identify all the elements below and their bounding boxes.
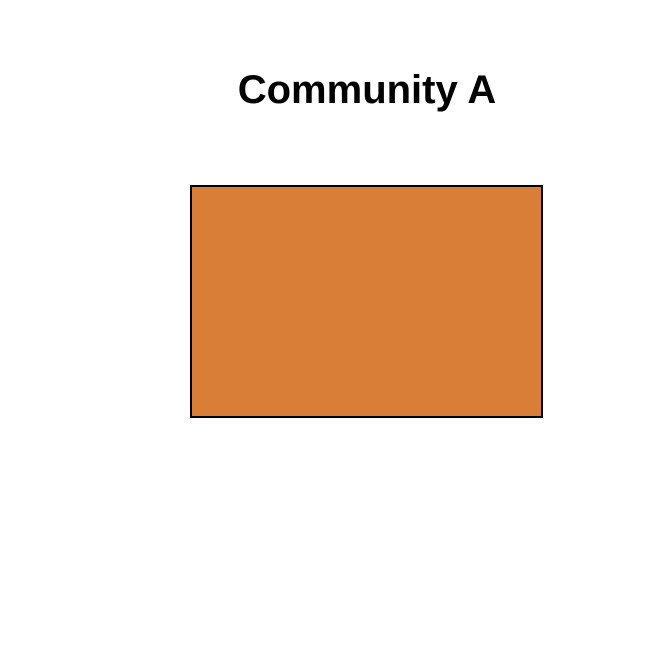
community-block <box>190 185 543 418</box>
diagram-title: Community A <box>237 68 497 112</box>
